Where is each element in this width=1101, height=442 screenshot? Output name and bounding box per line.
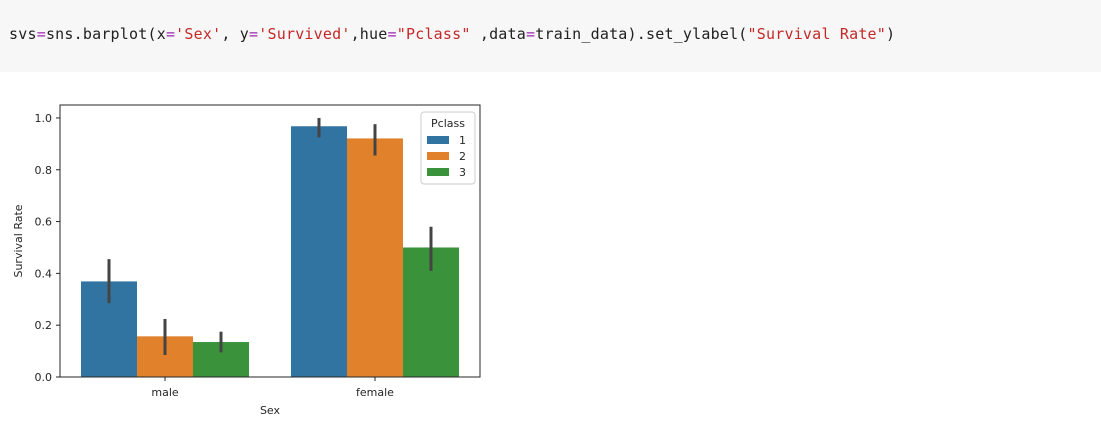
y-tick-label: 0.4 <box>35 267 53 280</box>
output-area: 0.0 0.2 0.4 0.6 0.8 1.0 male female Sex Survival … <box>0 92 520 437</box>
legend-swatch-1 <box>427 136 449 144</box>
code-token: 'Survived' <box>258 25 351 43</box>
bar-female-pclass-1 <box>291 126 347 377</box>
code-token: = <box>249 25 259 43</box>
legend-swatch-3 <box>427 168 449 176</box>
bar-chart: 0.0 0.2 0.4 0.6 0.8 1.0 male female Sex Survival … <box>12 104 481 417</box>
code-token: ) <box>886 25 896 43</box>
y-tick-label: 0.6 <box>35 216 53 229</box>
y-axis-label: Survival Rate <box>12 204 25 277</box>
legend-label: 1 <box>459 134 466 147</box>
code-token: 'Sex' <box>175 25 222 43</box>
code-token: = <box>165 25 176 43</box>
code-token: svs <box>9 25 37 43</box>
code-token: = <box>36 25 46 43</box>
x-tick-label: male <box>151 386 179 399</box>
code-token: ,data <box>470 25 526 43</box>
legend-title: Pclass <box>431 117 465 130</box>
y-tick-label: 0.8 <box>35 164 53 177</box>
axes-frame <box>59 104 481 378</box>
legend-label: 2 <box>459 150 466 163</box>
x-tick-label: female <box>356 386 394 399</box>
y-tick-label: 1.0 <box>35 112 53 125</box>
y-tick-label: 0.0 <box>35 371 53 384</box>
code-token: sns.barplot(x <box>45 25 166 43</box>
bar-female-pclass-2 <box>347 138 403 377</box>
legend-label: 3 <box>459 166 466 179</box>
code-token: , y <box>221 25 250 43</box>
code-cell[interactable]: svs=sns.barplot(x='Sex', y='Survived',hu… <box>0 0 1101 72</box>
legend-box <box>420 111 476 185</box>
code-token: = <box>387 25 397 43</box>
legend-swatch-2 <box>427 152 449 160</box>
code-token: ,hue <box>350 25 388 43</box>
code-line: svs=sns.barplot(x='Sex', y='Survived',hu… <box>9 25 895 43</box>
code-token: train_data).set_ylabel( <box>535 25 748 43</box>
y-tick-label: 0.2 <box>35 319 53 332</box>
x-axis-label: Sex <box>260 404 281 417</box>
code-token: "Pclass" <box>396 25 471 43</box>
code-token: "Survival Rate" <box>747 25 887 43</box>
code-token: = <box>526 25 536 43</box>
